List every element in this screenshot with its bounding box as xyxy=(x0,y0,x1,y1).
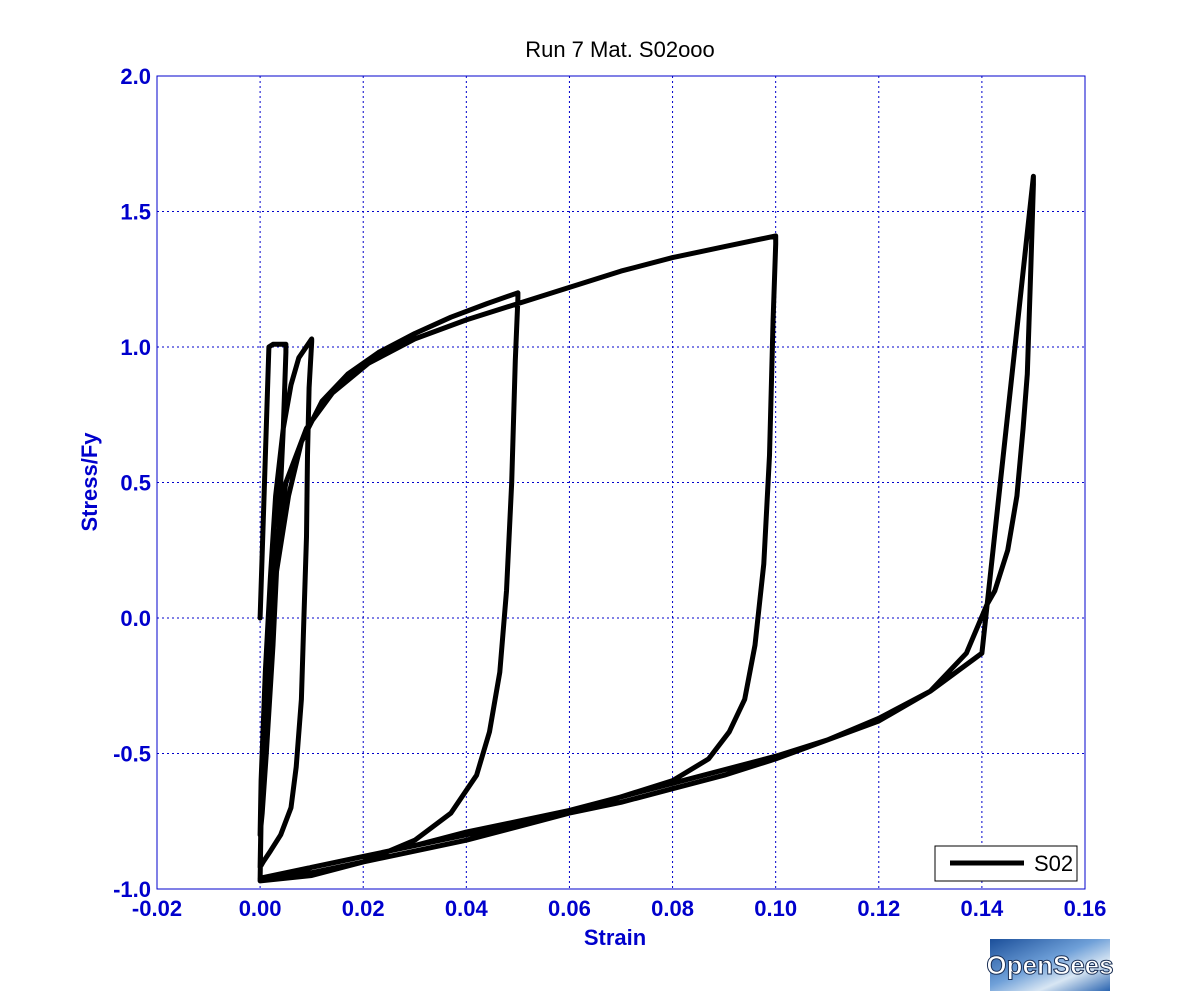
x-tick-label: 0.14 xyxy=(960,896,1004,921)
y-tick-label: 2.0 xyxy=(120,64,151,89)
x-tick-label: 0.02 xyxy=(342,896,385,921)
x-tick-labels: -0.02 0.00 0.02 0.04 0.06 0.08 0.10 0.12 0.14 0.1… xyxy=(132,896,1106,921)
y-tick-labels: -1.0 -0.5 0.0 0.5 1.0 1.5 2.0 xyxy=(113,64,151,902)
x-axis-label: Strain xyxy=(584,925,646,950)
y-tick-label: 0.5 xyxy=(120,471,151,496)
y-tick-label: -1.0 xyxy=(113,877,151,902)
grid-lines xyxy=(157,76,1085,889)
legend: S02 xyxy=(934,845,1078,882)
x-tick-label: 0.16 xyxy=(1064,896,1107,921)
y-tick-label: 1.5 xyxy=(120,200,151,225)
logo-background xyxy=(990,939,1110,991)
x-tick-label: 0.10 xyxy=(754,896,797,921)
x-tick-label: 0.06 xyxy=(548,896,591,921)
y-tick-label: 1.0 xyxy=(120,335,151,360)
x-tick-label: 0.00 xyxy=(239,896,282,921)
logo-text: OpenSees xyxy=(986,950,1113,980)
y-tick-label: 0.0 xyxy=(120,606,151,631)
series-layer xyxy=(257,173,1036,884)
legend-label: S02 xyxy=(1034,851,1073,876)
x-tick-label: 0.08 xyxy=(651,896,694,921)
x-tick-label: -0.02 xyxy=(132,896,182,921)
series-line-s02 xyxy=(257,173,1036,884)
chart-title: Run 7 Mat. S02ooo xyxy=(525,37,715,62)
y-axis-label: Stress/Fy xyxy=(77,432,102,532)
plot-frame xyxy=(156,75,1086,890)
y-tick-label: -0.5 xyxy=(113,742,151,767)
x-tick-label: 0.04 xyxy=(445,896,489,921)
x-tick-label: 0.12 xyxy=(857,896,900,921)
opensees-logo: OpenSees xyxy=(986,939,1114,991)
